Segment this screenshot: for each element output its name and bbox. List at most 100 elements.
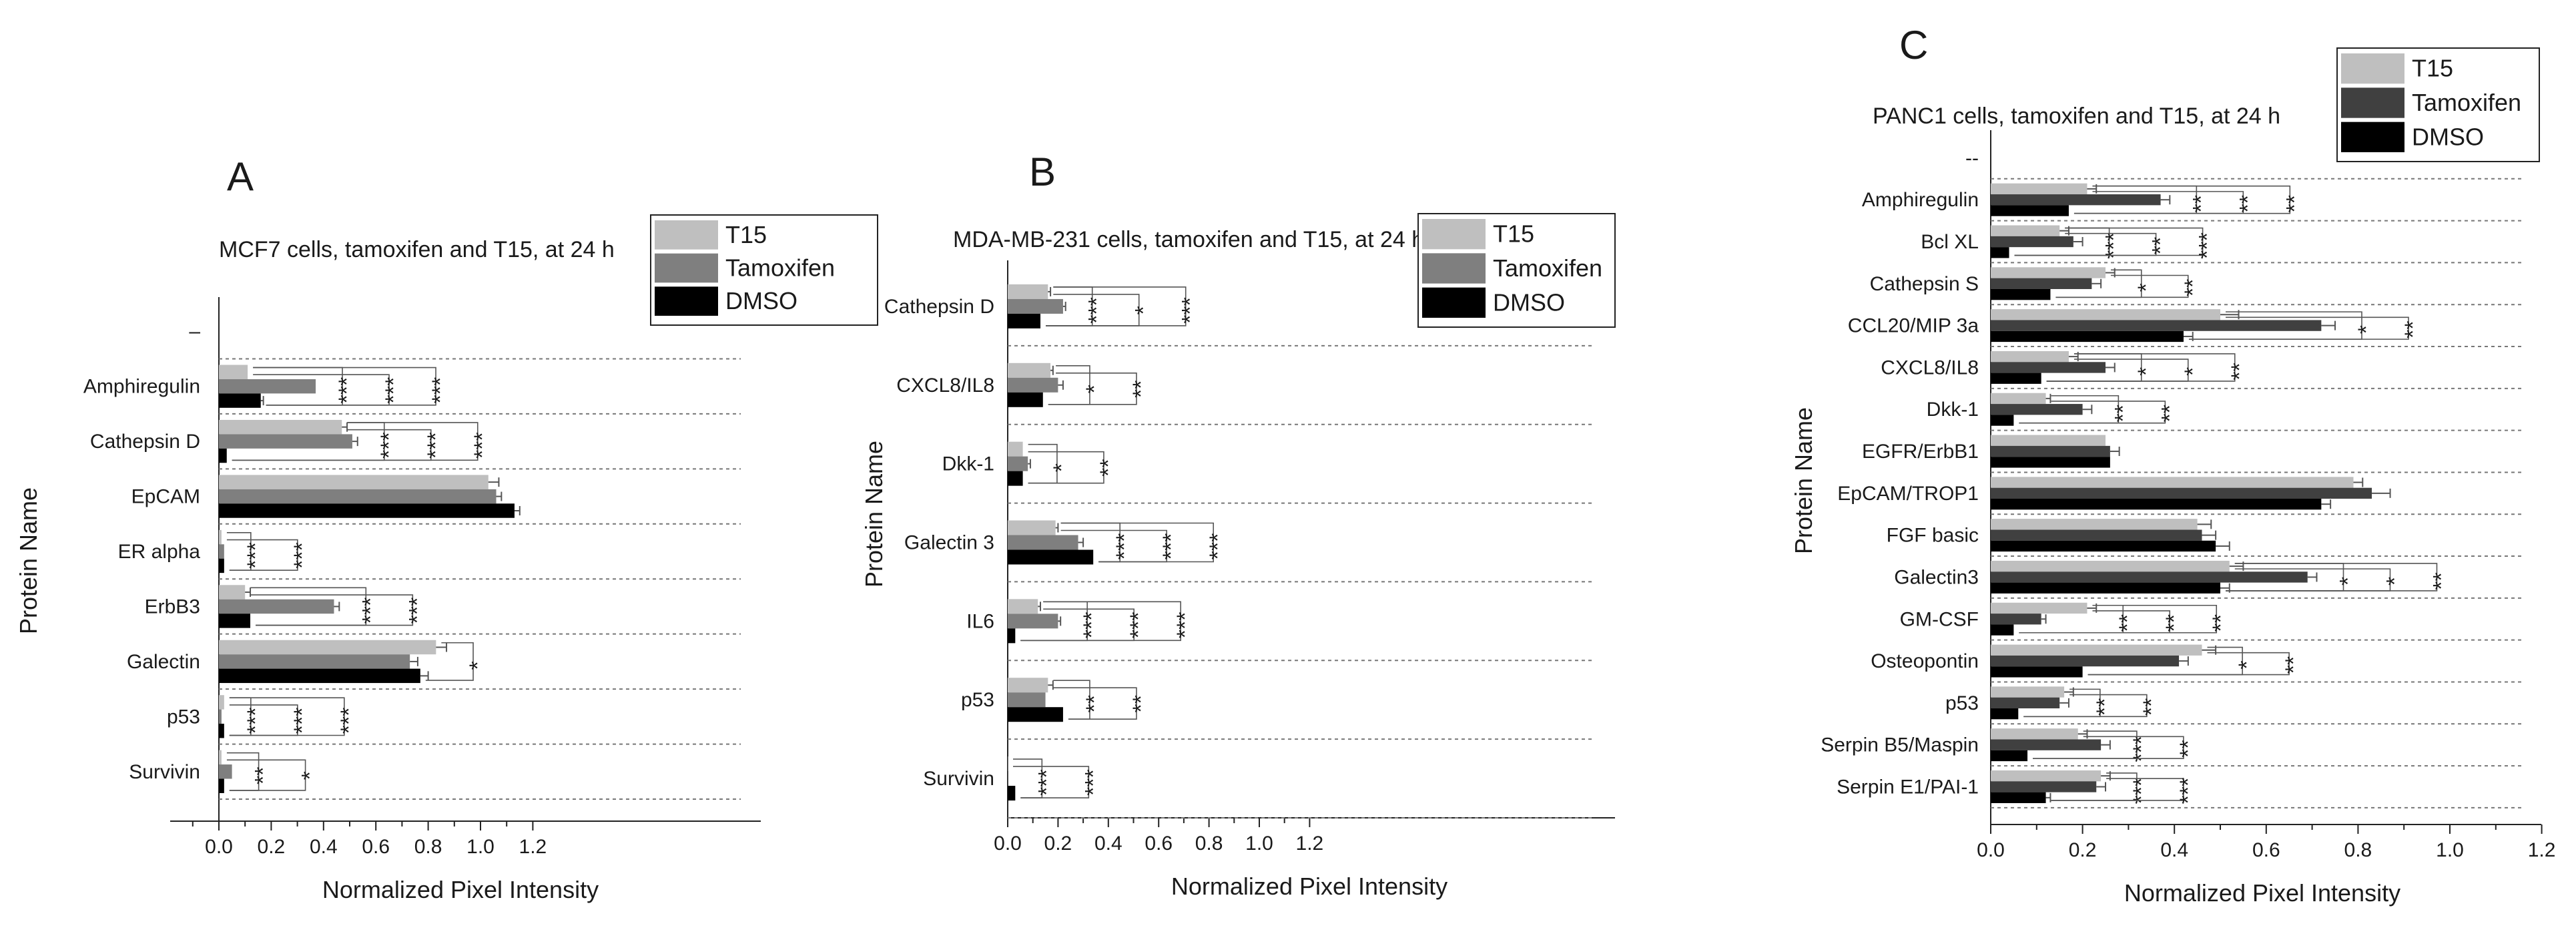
significance-label: * bbox=[2354, 325, 2379, 334]
bar-dmso bbox=[1991, 792, 2046, 803]
significance-bracket bbox=[250, 594, 414, 626]
bar-dmso bbox=[1991, 288, 2051, 300]
bar-dmso bbox=[1991, 247, 2009, 258]
significance-label: * bbox=[2180, 367, 2206, 376]
category-label: Amphiregulin bbox=[83, 376, 200, 398]
significance-label: *** bbox=[290, 542, 315, 569]
x-tick-label: 1.2 bbox=[2528, 839, 2556, 861]
panel-a-letter: A bbox=[227, 154, 254, 199]
legend-swatch-tamoxifen bbox=[1422, 253, 1486, 284]
bar-t15 bbox=[1991, 728, 2078, 740]
significance-bracket bbox=[2019, 604, 2218, 634]
significance-bracket bbox=[2226, 563, 2438, 592]
significance-bracket bbox=[2019, 401, 2166, 424]
bar-t15 bbox=[219, 585, 246, 600]
bar-tamoxifen bbox=[219, 489, 497, 504]
significance-label: *** bbox=[1034, 769, 1059, 796]
significance-label: *** bbox=[2102, 232, 2127, 259]
x-tick-label: 0.6 bbox=[1145, 833, 1173, 855]
significance-label: ** bbox=[2227, 363, 2252, 380]
significance-label: * bbox=[1049, 463, 1074, 472]
significance-label: *** bbox=[2176, 778, 2201, 804]
panel-c: C PANC1 cells, tamoxifen and T15, at 24 … bbox=[1790, 23, 2555, 907]
bar-t15 bbox=[1991, 477, 2354, 488]
significance-bracket bbox=[2051, 778, 2184, 801]
significance-label: ** bbox=[1082, 695, 1107, 712]
bar-tamoxifen bbox=[1991, 571, 2308, 583]
panel-c-y-axis-label: Protein Name bbox=[1790, 407, 1817, 554]
category-label: EpCAM/TROP1 bbox=[1837, 483, 1979, 505]
significance-label: ** bbox=[251, 767, 276, 784]
legend-label-dmso: DMSO bbox=[1493, 288, 1565, 316]
category-label: CXCL8/IL8 bbox=[896, 375, 994, 397]
significance-label: *** bbox=[470, 432, 495, 459]
bar-tamoxifen bbox=[1008, 456, 1028, 471]
category-label: Osteopontin bbox=[1871, 650, 1979, 672]
bar-dmso bbox=[1008, 471, 1023, 486]
significance-label: ** bbox=[2282, 195, 2307, 212]
bar-dmso bbox=[1991, 750, 2028, 762]
bar-t15 bbox=[1008, 520, 1056, 535]
significance-label: *** bbox=[358, 598, 383, 624]
panel-a-plot: 0.0 0.2 0.4 0.6 0.8 1.0 1.2–Amphiregulin *** ***… bbox=[83, 214, 878, 858]
legend-label-tamoxifen: Tamoxifen bbox=[725, 254, 835, 282]
significance-label: ** bbox=[2281, 656, 2306, 674]
legend-swatch-tamoxifen bbox=[655, 253, 718, 283]
category-label: IL6 bbox=[966, 610, 994, 632]
bar-dmso bbox=[1008, 549, 1094, 565]
bar-t15 bbox=[1991, 560, 2230, 572]
legend-swatch-dmso bbox=[2341, 122, 2404, 152]
bar-tamoxifen bbox=[1991, 614, 2041, 625]
bar-tamoxifen bbox=[1008, 535, 1078, 550]
significance-bracket bbox=[1048, 372, 1137, 405]
significance-label: *** bbox=[1084, 297, 1110, 324]
bar-tamoxifen bbox=[219, 599, 334, 614]
significance-bracket bbox=[229, 697, 345, 736]
top-row-label: -- bbox=[1965, 147, 1979, 169]
legend-label-tamoxifen: Tamoxifen bbox=[2412, 89, 2521, 116]
legend-label-t15: T15 bbox=[2412, 55, 2453, 82]
significance-bracket bbox=[2019, 610, 2171, 634]
significance-bracket bbox=[2023, 694, 2148, 718]
bar-t15 bbox=[1991, 225, 2060, 236]
category-label: Serpin B5/Maspin bbox=[1821, 734, 1979, 756]
category-label: Dkk-1 bbox=[942, 453, 994, 475]
category-label: FGF basic bbox=[1887, 525, 1979, 547]
significance-label: *** bbox=[1178, 297, 1203, 324]
bar-dmso bbox=[1008, 628, 1016, 644]
significance-bracket bbox=[226, 539, 298, 571]
bar-tamoxifen bbox=[1991, 739, 2102, 750]
category-label: p53 bbox=[1945, 692, 1979, 714]
bar-tamoxifen bbox=[1991, 781, 2097, 792]
significance-label: *** bbox=[1080, 769, 1106, 796]
bar-dmso bbox=[1991, 624, 2014, 636]
x-tick-label: 0.0 bbox=[205, 836, 233, 858]
bar-t15 bbox=[1991, 267, 2106, 278]
bar-t15 bbox=[1008, 284, 1048, 299]
significance-bracket bbox=[2033, 736, 2184, 759]
significance-label: *** bbox=[428, 377, 453, 404]
legend-swatch-tamoxifen bbox=[2341, 87, 2404, 118]
panel-c-title: PANC1 cells, tamoxifen and T15, at 24 h bbox=[1873, 103, 2280, 129]
x-tick-label: 0.4 bbox=[2160, 839, 2188, 861]
bar-t15 bbox=[1008, 441, 1023, 457]
significance-bracket bbox=[232, 422, 478, 461]
x-tick-label: 1.0 bbox=[1245, 833, 1273, 855]
significance-bracket bbox=[1060, 522, 1214, 563]
x-tick-label: 1.2 bbox=[1296, 833, 1324, 855]
significance-label: ** bbox=[2092, 698, 2118, 716]
bar-tamoxifen bbox=[1991, 278, 2092, 289]
x-tick-label: 0.2 bbox=[258, 836, 286, 858]
category-label: Serpin E1/PAI-1 bbox=[1837, 776, 1979, 798]
legend-label-t15: T15 bbox=[1493, 220, 1534, 248]
bar-dmso bbox=[219, 448, 227, 463]
bar-dmso bbox=[1008, 313, 1041, 328]
bar-dmso bbox=[1991, 457, 2110, 468]
bar-t15 bbox=[1991, 350, 2069, 363]
bar-dmso bbox=[219, 778, 224, 793]
bar-dmso bbox=[219, 558, 224, 573]
legend-swatch-t15 bbox=[655, 220, 718, 250]
significance-bracket bbox=[1028, 451, 1104, 484]
x-tick-label: 0.0 bbox=[1977, 839, 2005, 861]
significance-label: * bbox=[465, 661, 491, 670]
